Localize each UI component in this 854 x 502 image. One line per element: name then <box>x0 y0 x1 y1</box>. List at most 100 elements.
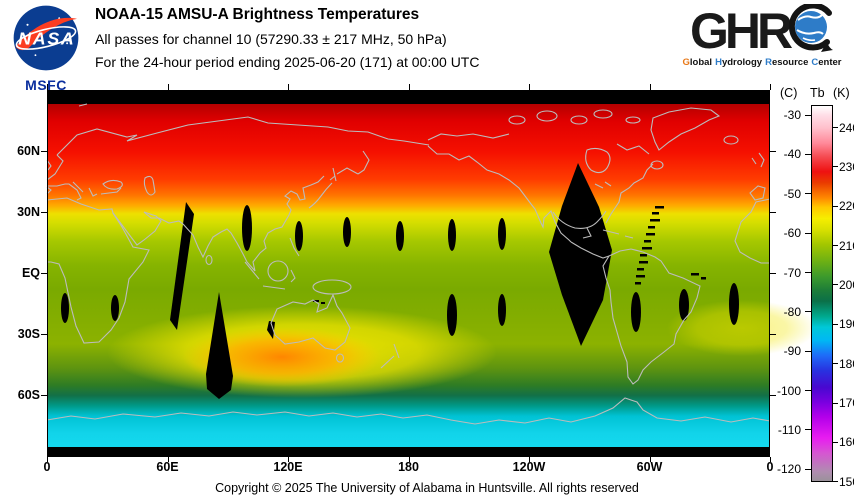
colorbar-celsius-label: -40 <box>783 147 801 162</box>
colorbar-celsius-label: -60 <box>783 226 801 241</box>
brightness-temperature-field <box>47 90 817 457</box>
colorbar-tick <box>805 468 811 470</box>
colorbar-kelvin-label: 200 <box>839 277 854 292</box>
y-axis-label: EQ <box>21 266 40 280</box>
colorbar-tick <box>805 272 811 274</box>
colorbar-tick <box>832 245 838 247</box>
colorbar-tick <box>805 193 811 195</box>
colorbar-kelvin-label: 210 <box>839 238 854 253</box>
page-title: NOAA-15 AMSU-A Brightness Temperatures <box>95 6 420 23</box>
ghrc-tagline-word: Center <box>811 57 842 68</box>
axis-tick <box>408 457 410 462</box>
axis-tick <box>41 334 47 336</box>
axis-tick <box>770 211 776 213</box>
x-axis-label: 60W <box>636 460 663 474</box>
x-axis-label: 60E <box>156 460 179 474</box>
coastlines <box>46 103 771 425</box>
colorbar-gradient <box>811 105 833 482</box>
colorbar-kelvin-label: 240 <box>839 120 854 135</box>
msfc-label: MSFC <box>25 77 67 93</box>
axis-tick <box>41 150 47 152</box>
nasa-logo: NASA MSFC <box>12 5 80 93</box>
axis-tick <box>770 395 776 397</box>
x-axis-label: 120W <box>512 460 546 474</box>
axis-tick <box>770 334 776 336</box>
ghrc-globe-icon <box>787 1 837 61</box>
x-axis-label: 180 <box>398 460 419 474</box>
map-frame <box>47 90 770 457</box>
ghrc-tagline-word: Resource <box>765 57 809 68</box>
colorbar-celsius-label: -30 <box>783 108 801 123</box>
copyright-text: Copyright © 2025 The University of Alaba… <box>215 481 639 495</box>
colorbar-celsius-label: -110 <box>777 422 801 437</box>
axis-tick <box>167 84 169 90</box>
colorbar-tick <box>805 311 811 313</box>
colorbar-kelvin-label: 190 <box>839 317 854 332</box>
axis-tick <box>649 457 651 462</box>
colorbar-tick <box>832 363 838 365</box>
axis-tick <box>288 457 289 462</box>
axis-tick <box>770 150 776 152</box>
y-axis-label: 30S <box>17 327 40 342</box>
colorbar-tick <box>805 429 811 431</box>
axis-tick <box>41 395 47 397</box>
ghrc-tagline-word: Global <box>682 57 713 68</box>
x-axis-label: 0 <box>43 460 51 474</box>
axis-tick <box>47 84 48 90</box>
colorbar-tick <box>832 323 838 325</box>
ghrc-tagline-word: Hydrology <box>715 57 763 68</box>
axis-tick <box>770 273 776 274</box>
y-axis-label: 60N <box>17 143 40 158</box>
colorbar-tick <box>805 114 811 116</box>
colorbar-units-celsius: (C) <box>780 86 798 100</box>
colorbar-celsius-label: -90 <box>783 344 801 359</box>
colorbar-tick <box>805 232 811 234</box>
data-gap-shapes <box>61 163 739 399</box>
colorbar-tick <box>832 441 838 443</box>
colorbar-tick <box>832 402 838 404</box>
axis-tick <box>167 457 169 462</box>
colorbar-celsius-label: -80 <box>783 304 801 319</box>
y-axis-label: 60S <box>17 388 40 403</box>
subtitle-period: For the 24-hour period ending 2025-06-20… <box>95 53 480 70</box>
colorbar-kelvin-label: 160 <box>839 435 854 450</box>
colorbar-celsius-label: -120 <box>776 462 801 477</box>
colorbar-celsius-label: -100 <box>776 383 801 398</box>
colorbar-tick <box>805 153 811 155</box>
axis-tick <box>649 84 651 90</box>
map-plot <box>46 90 817 457</box>
colorbar-tick <box>805 390 811 392</box>
colorbar-tick <box>832 481 838 483</box>
ghrc-letters: GHR <box>689 3 793 59</box>
colorbar-celsius-label: -50 <box>783 186 801 201</box>
axis-tick <box>288 84 289 90</box>
nasa-meatball-icon: NASA <box>13 5 79 71</box>
colorbar-tick <box>832 205 838 207</box>
axis-tick <box>408 84 410 90</box>
axis-tick <box>529 84 530 90</box>
x-axis-label: 0 <box>766 460 774 474</box>
ghrc-logo: GHR Global Hydrology Resource Center <box>681 1 846 68</box>
ghrc-tagline: Global Hydrology Resource Center <box>681 57 846 68</box>
axis-tick <box>770 457 771 462</box>
axis-tick <box>41 273 47 274</box>
title-block: NOAA-15 AMSU-A Brightness Temperatures A… <box>95 7 479 69</box>
colorbar-kelvin-label: 230 <box>839 159 854 174</box>
axis-tick <box>770 84 771 90</box>
colorbar-kelvin-label: 180 <box>839 356 854 371</box>
axis-tick <box>47 457 48 462</box>
colorbar-celsius-label: -70 <box>783 265 801 280</box>
colorbar-quantity-label: Tb <box>810 86 825 100</box>
colorbar-units-kelvin: (K) <box>833 86 850 100</box>
axis-tick <box>529 457 530 462</box>
colorbar-tick <box>805 350 811 352</box>
colorbar-tick <box>832 284 838 286</box>
y-axis-label: 30N <box>17 204 40 219</box>
subtitle-channel: All passes for channel 10 (57290.33 ± 21… <box>95 30 447 47</box>
colorbar-tick <box>832 166 838 168</box>
axis-tick <box>41 211 47 213</box>
x-axis-label: 120E <box>273 460 303 474</box>
colorbar-kelvin-label: 170 <box>839 396 854 410</box>
colorbar-kelvin-label: 150 <box>839 474 854 489</box>
